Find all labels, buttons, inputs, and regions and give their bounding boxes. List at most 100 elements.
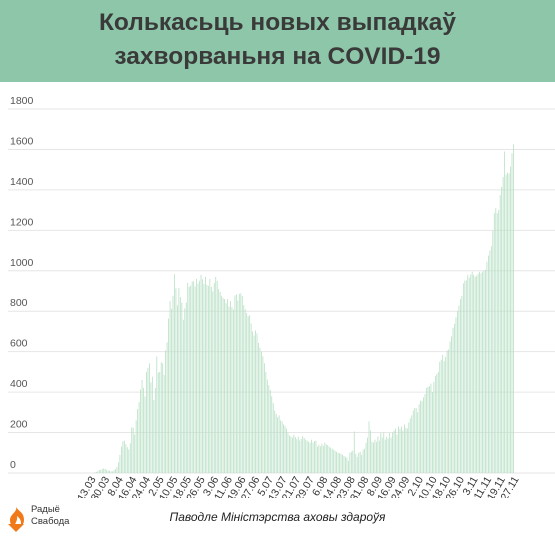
source-note: Паводле Міністэрства аховы здароўя <box>169 510 386 524</box>
bar <box>440 359 442 473</box>
bar <box>431 392 433 473</box>
bar <box>321 443 323 473</box>
logo-flame-icon <box>8 506 24 532</box>
bar <box>98 469 100 473</box>
bar <box>398 426 399 473</box>
bar <box>507 172 508 473</box>
bar <box>263 363 265 473</box>
bar <box>115 468 116 473</box>
bar <box>429 386 430 473</box>
bar <box>196 278 197 473</box>
bar <box>479 271 480 473</box>
bar <box>504 151 506 473</box>
bar <box>513 144 514 473</box>
bar <box>411 415 413 473</box>
bar <box>362 449 364 473</box>
bar <box>135 420 137 473</box>
bar <box>188 286 190 473</box>
bar <box>510 166 511 473</box>
bar <box>412 410 414 473</box>
bar <box>358 452 360 473</box>
bar <box>468 277 470 473</box>
bar <box>415 408 417 473</box>
bar <box>206 284 208 473</box>
bar <box>452 327 454 473</box>
bar <box>275 413 277 473</box>
bar <box>465 280 467 473</box>
daily-cases-bar-chart: 02004006008001000120014001600180013.0330… <box>8 95 555 498</box>
bar <box>346 457 348 473</box>
y-tick-label: 600 <box>10 338 28 350</box>
bar <box>265 371 267 473</box>
bar <box>384 439 386 473</box>
bar <box>290 436 292 473</box>
bar <box>353 431 355 473</box>
bar <box>461 296 463 473</box>
bar <box>289 435 290 473</box>
bar <box>296 439 298 473</box>
bar <box>286 428 287 473</box>
bar <box>293 434 295 473</box>
bar <box>227 299 228 473</box>
bar <box>121 446 122 473</box>
bar <box>426 388 427 473</box>
bar <box>331 448 333 473</box>
bar <box>312 442 314 473</box>
bar <box>493 213 495 473</box>
bar <box>228 306 230 473</box>
bar <box>464 280 466 473</box>
bar <box>168 318 169 473</box>
bar <box>200 274 202 473</box>
bar <box>160 362 162 473</box>
bar <box>210 286 212 473</box>
bar <box>309 442 311 473</box>
bar <box>156 356 158 473</box>
y-tick-label: 1200 <box>10 216 34 228</box>
bar <box>162 363 164 473</box>
bar <box>482 271 483 473</box>
bar <box>501 186 503 474</box>
bar <box>511 153 513 473</box>
bar <box>467 274 469 473</box>
bar <box>172 295 174 473</box>
bar <box>315 440 317 473</box>
bar <box>129 443 131 473</box>
y-tick-label: 200 <box>10 419 28 431</box>
bar <box>113 470 115 473</box>
bar <box>194 286 196 473</box>
bar <box>207 285 209 473</box>
bar <box>409 418 411 473</box>
bar <box>485 269 486 473</box>
bar <box>300 439 302 473</box>
bar <box>131 427 133 473</box>
bar <box>355 453 357 473</box>
bar <box>319 446 321 473</box>
bar <box>107 470 109 473</box>
bar <box>459 299 461 473</box>
bar <box>137 409 139 473</box>
bar <box>336 451 337 473</box>
bar <box>203 283 205 473</box>
bar <box>424 394 426 473</box>
title-banner: Колькасьць новых выпадкаў захворваньня н… <box>0 0 555 82</box>
bar <box>253 335 255 473</box>
bar <box>110 471 112 473</box>
bar <box>205 276 206 473</box>
bar <box>238 293 240 473</box>
bar <box>390 437 392 473</box>
bar <box>249 315 251 473</box>
bar <box>393 430 395 473</box>
bar <box>147 367 149 473</box>
bar <box>258 342 259 473</box>
bar <box>325 444 327 473</box>
bar <box>340 453 342 473</box>
bar <box>244 309 246 473</box>
bar <box>350 451 352 473</box>
bar <box>218 288 220 473</box>
bar <box>213 282 215 473</box>
bar <box>123 440 125 473</box>
bar <box>235 294 237 473</box>
bar <box>291 437 293 473</box>
bar <box>508 173 510 473</box>
bar <box>224 299 225 473</box>
